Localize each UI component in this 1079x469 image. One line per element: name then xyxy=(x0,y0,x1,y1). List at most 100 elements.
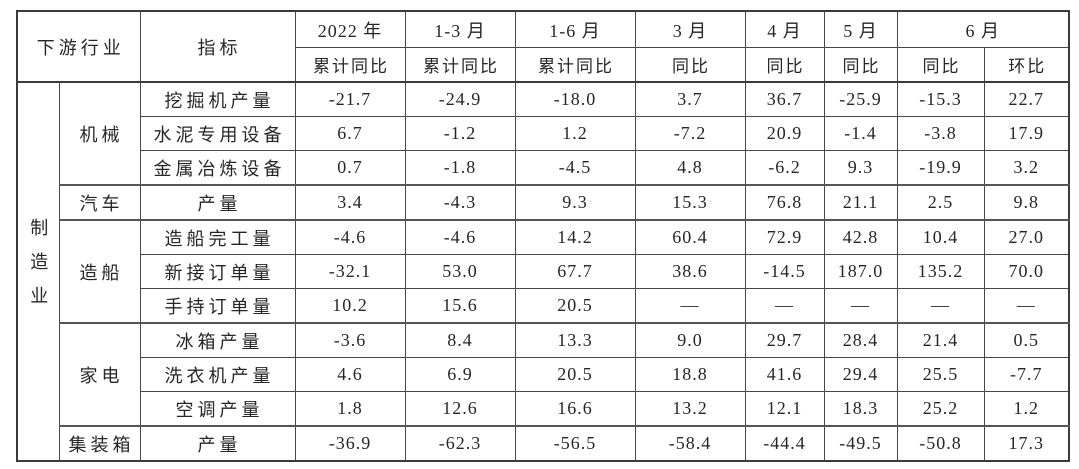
value-cell: -4.6 xyxy=(404,219,516,255)
value-cell: 20.5 xyxy=(514,288,636,324)
value-cell: 21.4 xyxy=(896,322,985,358)
indicator-cell: 造船完工量 xyxy=(139,219,296,255)
value-cell: -4.3 xyxy=(404,184,516,221)
value-cell: 14.2 xyxy=(514,219,636,255)
value-cell: -36.9 xyxy=(294,425,406,462)
value-cell: 42.8 xyxy=(823,219,898,255)
value-cell: 13.2 xyxy=(634,391,746,427)
value-cell: 15.3 xyxy=(634,184,746,221)
header-indicator: 指标 xyxy=(139,10,296,83)
sector-label: 制造业 xyxy=(28,218,49,320)
indicator-cell: 冰箱产量 xyxy=(139,322,296,358)
header-subperiod: 同比 xyxy=(744,47,825,83)
value-cell: 25.2 xyxy=(896,391,985,427)
indicator-cell: 手持订单量 xyxy=(139,288,296,324)
value-cell: -21.7 xyxy=(294,81,406,117)
value-cell: -6.2 xyxy=(744,150,825,186)
header-period: 4 月 xyxy=(744,10,825,48)
value-cell: -1.2 xyxy=(404,116,516,151)
value-cell: 18.8 xyxy=(634,357,746,392)
value-cell: 8.4 xyxy=(404,322,516,358)
value-cell: -44.4 xyxy=(744,425,825,462)
value-cell: 76.8 xyxy=(744,184,825,221)
header-subperiod: 同比 xyxy=(823,47,898,83)
value-cell: 13.3 xyxy=(514,322,636,358)
value-cell: 1.2 xyxy=(983,391,1070,427)
value-cell: -62.3 xyxy=(404,425,516,462)
value-cell: 20.9 xyxy=(744,116,825,151)
value-cell: 0.7 xyxy=(294,150,406,186)
value-cell: 16.6 xyxy=(514,391,636,427)
value-cell: 70.0 xyxy=(983,254,1070,289)
value-cell: 187.0 xyxy=(823,254,898,289)
value-cell: 29.7 xyxy=(744,322,825,358)
value-cell: 1.8 xyxy=(294,391,406,427)
value-cell: 9.8 xyxy=(983,184,1070,221)
value-cell: -49.5 xyxy=(823,425,898,462)
value-cell: 6.9 xyxy=(404,357,516,392)
table-body: 制造业 机械 挖掘机产量 -21.7 -24.9 -18.0 3.7 36.7 -25.9 -15… xyxy=(16,81,1070,462)
value-cell: 27.0 xyxy=(983,219,1070,255)
value-cell: 28.4 xyxy=(823,322,898,358)
value-cell: 4.6 xyxy=(294,357,406,392)
industry-group-cell: 汽车 xyxy=(58,184,141,221)
value-cell: 12.6 xyxy=(404,391,516,427)
value-cell: -19.9 xyxy=(896,150,985,186)
value-cell: 15.6 xyxy=(404,288,516,324)
header-industry: 下游行业 xyxy=(16,10,141,83)
industry-group-cell: 家电 xyxy=(58,322,141,427)
value-cell: 135.2 xyxy=(896,254,985,289)
header-period: 1-6 月 xyxy=(514,10,636,48)
value-cell: 53.0 xyxy=(404,254,516,289)
header-period: 3 月 xyxy=(634,10,746,48)
value-cell: 1.2 xyxy=(514,116,636,151)
header-subperiod: 累计同比 xyxy=(514,47,636,83)
table-row: 新接订单量 -32.1 53.0 67.7 38.6 -14.5 187.0 135.2 70.… xyxy=(17,254,1070,289)
value-cell: -1.8 xyxy=(404,150,516,186)
table-row: 制造业 机械 挖掘机产量 -21.7 -24.9 -18.0 3.7 36.7 -25.9 -15… xyxy=(16,81,1070,462)
value-cell: — xyxy=(823,288,898,324)
value-cell: — xyxy=(634,288,746,324)
table-row: 汽车 产量 3.4 -4.3 9.3 15.3 76.8 21.1 2.5 9.8 xyxy=(17,184,1070,221)
value-cell: -56.5 xyxy=(514,425,636,462)
value-cell: -15.3 xyxy=(896,81,985,117)
value-cell: -1.4 xyxy=(823,116,898,151)
value-cell: 4.8 xyxy=(634,150,746,186)
value-cell: 21.1 xyxy=(823,184,898,221)
value-cell: 29.4 xyxy=(823,357,898,392)
value-cell: 18.3 xyxy=(823,391,898,427)
value-cell: -18.0 xyxy=(514,81,636,117)
table-row: 空调产量 1.8 12.6 16.6 13.2 12.1 18.3 25.2 1.2 xyxy=(17,391,1070,427)
value-cell: 10.4 xyxy=(896,219,985,255)
value-cell: 3.7 xyxy=(634,81,746,117)
indicator-cell: 洗衣机产量 xyxy=(139,357,296,392)
header-subperiod: 同比 xyxy=(896,47,985,83)
value-cell: 17.9 xyxy=(983,116,1070,151)
value-cell: 38.6 xyxy=(634,254,746,289)
indicator-cell: 产量 xyxy=(139,425,296,462)
value-cell: 17.3 xyxy=(983,425,1070,462)
value-cell: 6.7 xyxy=(294,116,406,151)
industry-group-cell: 造船 xyxy=(58,219,141,324)
value-cell: -4.5 xyxy=(514,150,636,186)
table-row: 金属冶炼设备 0.7 -1.8 -4.5 4.8 -6.2 9.3 -19.9 3.2 xyxy=(17,150,1070,186)
value-cell: 9.3 xyxy=(823,150,898,186)
indicator-cell: 水泥专用设备 xyxy=(139,116,296,151)
value-cell: 60.4 xyxy=(634,219,746,255)
header-subperiod: 环比 xyxy=(983,47,1070,83)
header-period: 6 月 xyxy=(896,10,1070,48)
value-cell: -3.6 xyxy=(294,322,406,358)
indicator-cell: 产量 xyxy=(139,184,296,221)
table-row: 集装箱 产量 -36.9 -62.3 -56.5 -58.4 -44.4 -49.5 -50.8… xyxy=(17,425,1070,462)
value-cell: 72.9 xyxy=(744,219,825,255)
value-cell: 2.5 xyxy=(896,184,985,221)
header-subperiod: 累计同比 xyxy=(404,47,516,83)
value-cell: -3.8 xyxy=(896,116,985,151)
value-cell: 0.5 xyxy=(983,322,1070,358)
header-subperiod: 同比 xyxy=(634,47,746,83)
indicator-cell: 挖掘机产量 xyxy=(139,81,296,117)
value-cell: 10.2 xyxy=(294,288,406,324)
value-cell: 9.3 xyxy=(514,184,636,221)
